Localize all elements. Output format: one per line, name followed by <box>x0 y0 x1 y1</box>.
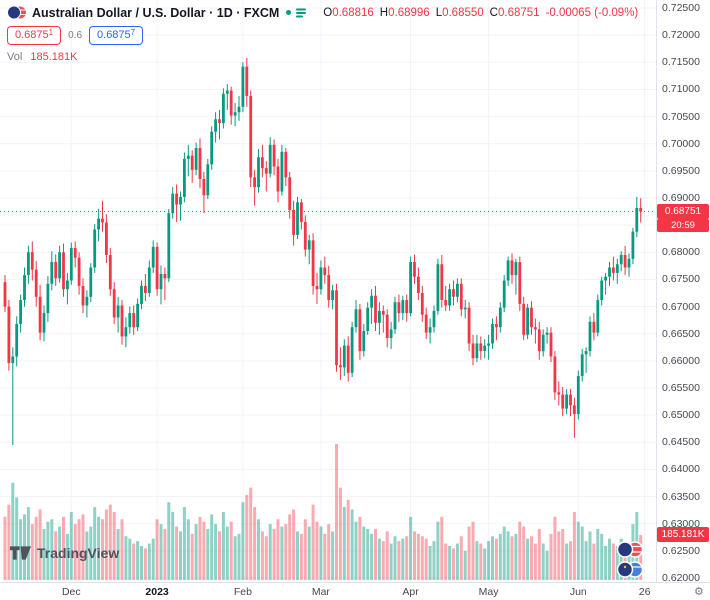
price-tick-label: 0.63000 <box>662 517 700 530</box>
buy-price: 0.6875 <box>97 29 131 41</box>
legend-row-symbol: Australian Dollar / U.S. Dollar · 1D · F… <box>7 5 638 20</box>
chart-legend: Australian Dollar / U.S. Dollar · 1D · F… <box>7 5 638 63</box>
time-tick-label: Mar <box>311 586 330 598</box>
change-value: -0.00065 (-0.09%) <box>545 6 639 19</box>
volume-badge: 185.181K <box>657 527 709 542</box>
price-tick-label: 0.64500 <box>662 436 700 449</box>
price-tick-label: 0.70500 <box>662 110 700 123</box>
quote-panel: 0.68751 0.6 0.68757 <box>7 26 638 45</box>
volume-label: Vol <box>7 51 23 63</box>
market-status-icon <box>286 10 292 15</box>
grid-layer <box>0 0 655 582</box>
close-value: 0.68751 <box>497 6 540 19</box>
time-tick-label: 26 <box>638 586 651 598</box>
high-value: 0.68996 <box>388 6 430 19</box>
time-tick-label: Jun <box>569 586 587 598</box>
volume-value: 185.181K <box>30 51 78 63</box>
symbol-title[interactable]: Australian Dollar / U.S. Dollar · 1D · F… <box>32 5 280 20</box>
time-tick-label: Apr <box>402 586 419 598</box>
low-label: L <box>435 6 443 19</box>
ohlc-readout: O0.68816 H0.68996 L0.68550 C0.68751 -0.00065… <box>317 7 638 19</box>
time-axis[interactable]: ⚙ Dec 2023 Feb Mar Apr May Jun 26 <box>0 582 710 600</box>
open-value: 0.68816 <box>332 6 374 19</box>
price-tick-label: 0.66500 <box>662 327 700 340</box>
volume-legend: Vol 185.181K <box>7 51 638 63</box>
time-tick-label: Dec <box>61 586 81 598</box>
price-tick-label: 0.66000 <box>662 354 700 367</box>
tradingview-logo[interactable]: TradingView <box>10 545 119 561</box>
pane-watermarks <box>614 541 646 578</box>
tradingview-logo-icon <box>10 546 31 560</box>
price-tick-label: 0.69500 <box>662 164 700 177</box>
settings-gear-icon[interactable]: ⚙ <box>694 586 704 598</box>
close-label: C <box>489 6 498 19</box>
high-label: H <box>379 6 389 19</box>
sell-button[interactable]: 0.68751 <box>7 26 62 45</box>
spread-value: 0.6 <box>68 30 83 41</box>
sell-price-pip: 1 <box>48 28 54 37</box>
price-tick-label: 0.62000 <box>662 572 700 584</box>
price-tick-label: 0.72500 <box>662 2 700 14</box>
price-tick-label: 0.68000 <box>662 246 700 259</box>
symbol-pair-logo-icon[interactable] <box>7 5 27 20</box>
volume-pair-logo-watermark <box>616 561 644 578</box>
time-tick-label: 2023 <box>145 586 169 598</box>
price-tick-label: 0.63500 <box>662 490 700 503</box>
price-tick-label: 0.62500 <box>662 544 700 557</box>
price-tick-label: 0.72000 <box>662 29 700 42</box>
price-tick-label: 0.64000 <box>662 463 700 476</box>
last-price-badge: 0.68751 <box>657 203 709 219</box>
bar-countdown-badge: 20:59 <box>657 219 709 233</box>
low-value: 0.68550 <box>442 6 484 19</box>
open-label: O <box>323 6 333 19</box>
price-tick-label: 0.71500 <box>662 56 700 69</box>
buy-price-pip: 7 <box>130 28 136 37</box>
time-tick-label: May <box>478 586 499 598</box>
price-tick-label: 0.67500 <box>662 273 700 286</box>
price-axis[interactable]: 0.72500 0.72000 0.71500 0.71000 0.70500 0.700… <box>656 0 710 584</box>
tradingview-logo-text: TradingView <box>37 545 120 561</box>
time-tick-label: Feb <box>233 586 252 598</box>
price-tick-label: 0.65000 <box>662 409 700 422</box>
price-tick-label: 0.70000 <box>662 137 700 150</box>
buy-button[interactable]: 0.68757 <box>89 26 144 45</box>
price-tick-label: 0.69000 <box>662 192 700 204</box>
price-tick-label: 0.67000 <box>662 300 700 313</box>
pair-logo-watermark <box>616 541 644 558</box>
candles-layer <box>3 57 643 445</box>
legend-menu-icon[interactable] <box>296 8 307 18</box>
price-tick-label: 0.65500 <box>662 382 700 394</box>
sell-price: 0.6875 <box>15 29 49 41</box>
price-tick-label: 0.71000 <box>662 83 700 96</box>
